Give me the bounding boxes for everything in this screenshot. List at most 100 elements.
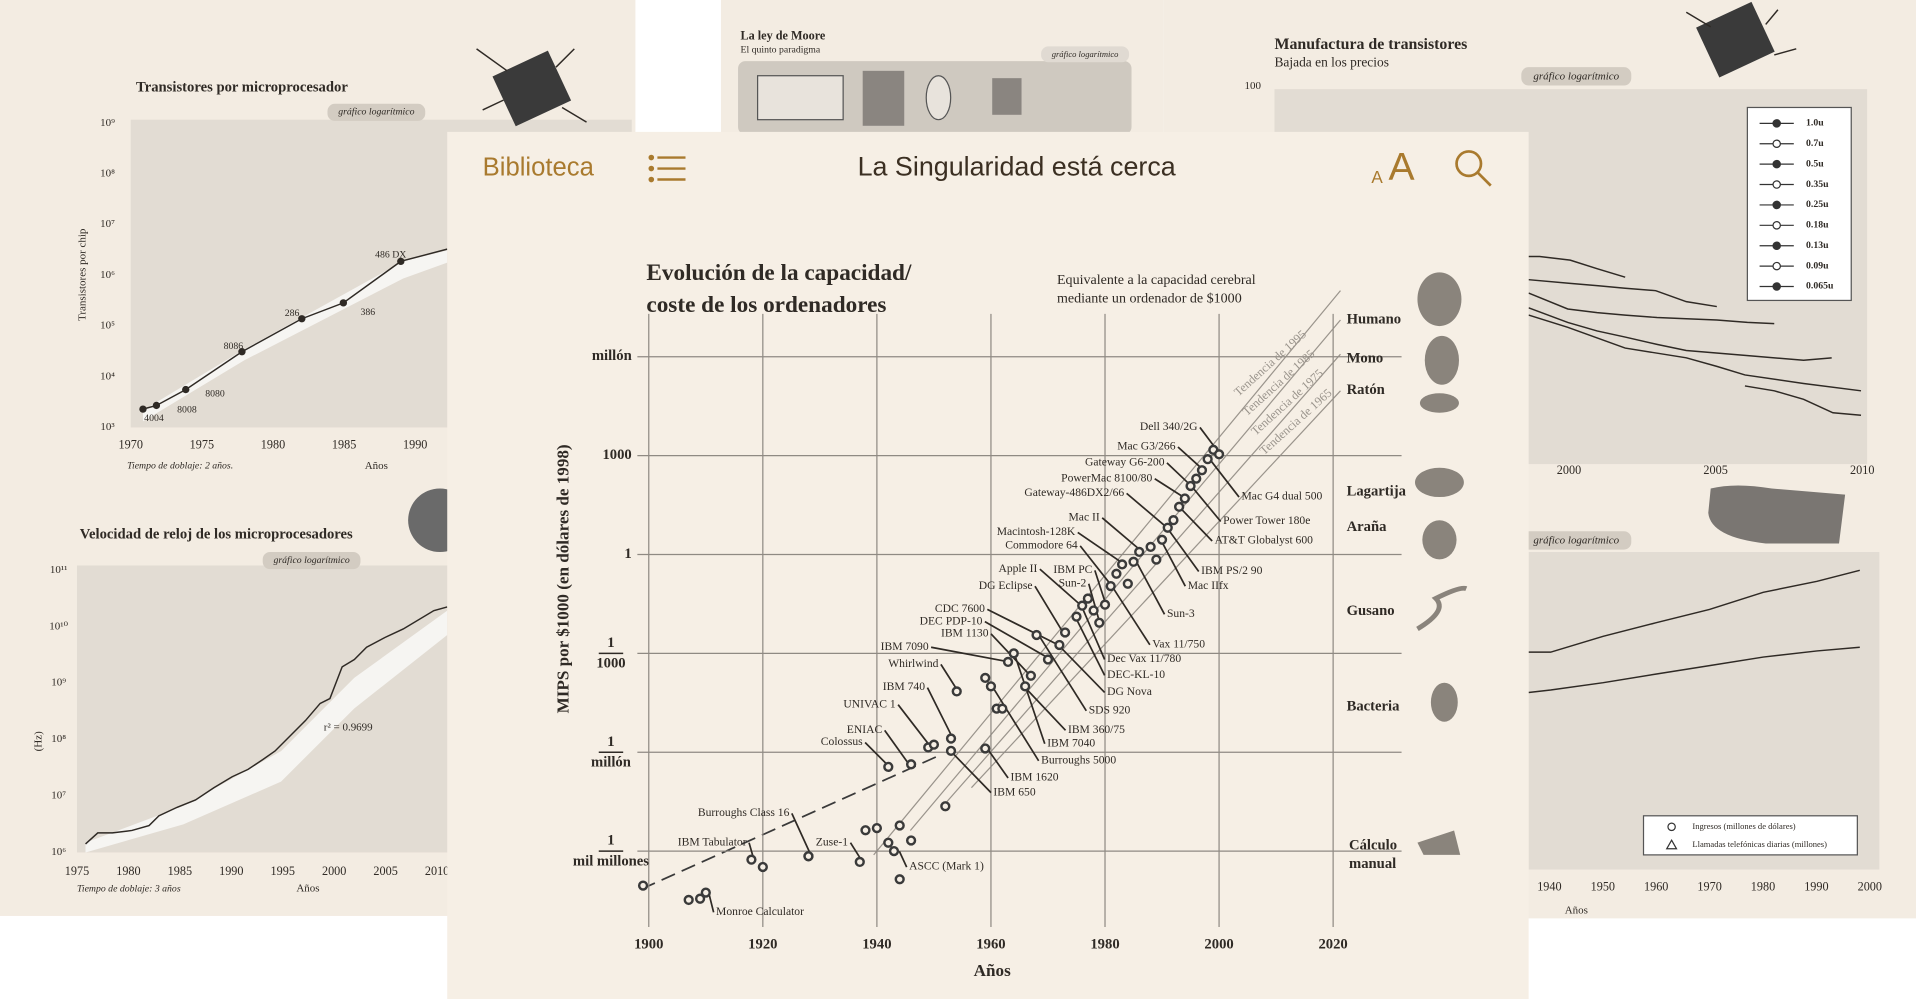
legend-label: 0.065u: [1806, 281, 1834, 292]
y-tick-label: 1: [607, 635, 614, 651]
legend: [1747, 107, 1851, 300]
point: [981, 745, 989, 753]
library-button[interactable]: Biblioteca: [483, 153, 595, 181]
point: [896, 822, 904, 830]
y-tick-label: millón: [592, 348, 632, 364]
point: [998, 705, 1006, 713]
machine-label: ASCC (Mark 1): [909, 860, 984, 873]
organism-label: Lagartija: [1347, 484, 1407, 500]
x-tick-label: 2000: [322, 864, 346, 878]
y-tick-label: 1: [607, 833, 614, 849]
point: [981, 674, 989, 682]
legend-label: 1.0u: [1806, 118, 1824, 129]
machine-label: Monroe Calculator: [716, 905, 804, 918]
y-tick-label: 1000: [596, 656, 625, 672]
point: [1192, 475, 1200, 483]
point: [805, 852, 813, 860]
machine-label: IBM 7040: [1047, 736, 1095, 749]
x-tick-label: 1985: [168, 864, 192, 878]
point: [947, 735, 955, 743]
legend-label: 0.7u: [1806, 138, 1824, 149]
machine-label: Colossus: [821, 735, 863, 748]
point: [1090, 607, 1098, 615]
machine-label: Mac G3/266: [1117, 440, 1175, 453]
x-tick-label: 1980: [261, 438, 285, 452]
x-tick-label: 2005: [1703, 463, 1727, 477]
tag-text: gráfico logarítmico: [1052, 49, 1119, 59]
x-tick-label: 1960: [1644, 880, 1668, 894]
point: [1061, 629, 1069, 637]
y-tick-label: 1: [607, 734, 614, 750]
legend-label: 0.09u: [1806, 260, 1829, 271]
machine-label: IBM PS/2 90: [1201, 564, 1262, 577]
point: [1204, 455, 1212, 463]
x-tick-label: 1980: [116, 864, 140, 878]
point: [862, 826, 870, 834]
machine-label: Gateway G6-200: [1085, 456, 1165, 469]
legend-label: 0.13u: [1806, 240, 1829, 251]
point: [1113, 570, 1121, 578]
legend-label: 0.25u: [1806, 199, 1829, 210]
point: [1198, 466, 1206, 474]
paradigm-image: [758, 76, 844, 120]
legend-marker: [1773, 222, 1780, 229]
legend-label: 0.18u: [1806, 220, 1829, 231]
point: [1147, 543, 1155, 551]
point: [1073, 613, 1081, 621]
machine-label: IBM 650: [993, 785, 1035, 798]
x-tick-label: 1980: [1751, 880, 1775, 894]
point: [1010, 649, 1018, 657]
point: [1033, 631, 1041, 639]
point: [947, 747, 955, 755]
x-tick-label: 1995: [271, 864, 295, 878]
legend-marker: [1773, 201, 1780, 208]
legend-label: 0.5u: [1806, 158, 1824, 169]
chart-subtitle: Bajada en los precios: [1274, 55, 1388, 70]
point: [1152, 556, 1160, 564]
point: [1095, 619, 1103, 627]
machine-label: Mac G4 dual 500: [1241, 490, 1322, 503]
organism-label: Ratón: [1347, 382, 1385, 398]
y-tick-label: 10⁴: [100, 370, 115, 382]
machine-label: DG Nova: [1107, 685, 1152, 698]
font-large-button[interactable]: A: [1389, 146, 1415, 189]
point: [907, 760, 915, 768]
y-axis-label: MIPS por $1000 (en dólares de 1998): [553, 444, 572, 713]
chart-title: Velocidad de reloj de los microprocesado…: [80, 526, 353, 542]
organism-label: Cálculo: [1349, 838, 1397, 854]
tag-text: gráfico logarítmico: [338, 107, 414, 118]
machine-label: Macintosh-128K: [997, 525, 1076, 538]
organism-label: Bacteria: [1347, 698, 1401, 714]
machine-label: IBM 1620: [1011, 771, 1059, 784]
x-tick-label: 1980: [1090, 937, 1119, 953]
point: [1021, 682, 1029, 690]
legend-marker: [1668, 823, 1675, 830]
machine-label: Power Tower 180e: [1223, 514, 1310, 527]
x-tick-label: 2005: [373, 864, 397, 878]
x-tick-label: 1970: [1697, 880, 1721, 894]
point: [340, 299, 347, 306]
x-tick-label: 1940: [1537, 880, 1561, 894]
x-axis-label: Años: [974, 961, 1011, 980]
machine-label: CDC 7600: [935, 602, 985, 615]
x-tick-label: 2010: [1850, 463, 1874, 477]
x-label: Años: [1565, 905, 1588, 917]
machine-label: Sun-2: [1059, 576, 1087, 589]
annotation: mediante un ordenador de $1000: [1057, 290, 1242, 306]
point-label: 4004: [144, 413, 164, 424]
point: [856, 858, 864, 866]
machine-label: Gateway-486DX2/66: [1024, 486, 1124, 499]
machine-label: Sun-3: [1167, 607, 1195, 620]
x-tick-label: 1970: [119, 438, 143, 452]
point: [890, 847, 898, 855]
y-tick-label: 1000: [602, 447, 631, 463]
legend-label: 0.35u: [1806, 179, 1829, 190]
machine-label: IBM 7090: [881, 640, 929, 653]
point: [884, 763, 892, 771]
point: [685, 896, 693, 904]
legend-marker: [1773, 160, 1780, 167]
point: [639, 882, 647, 890]
point: [873, 824, 881, 832]
page: La Singularidad está cerca { "toolbar": …: [0, 0, 1916, 999]
font-small-button[interactable]: A: [1371, 168, 1383, 187]
